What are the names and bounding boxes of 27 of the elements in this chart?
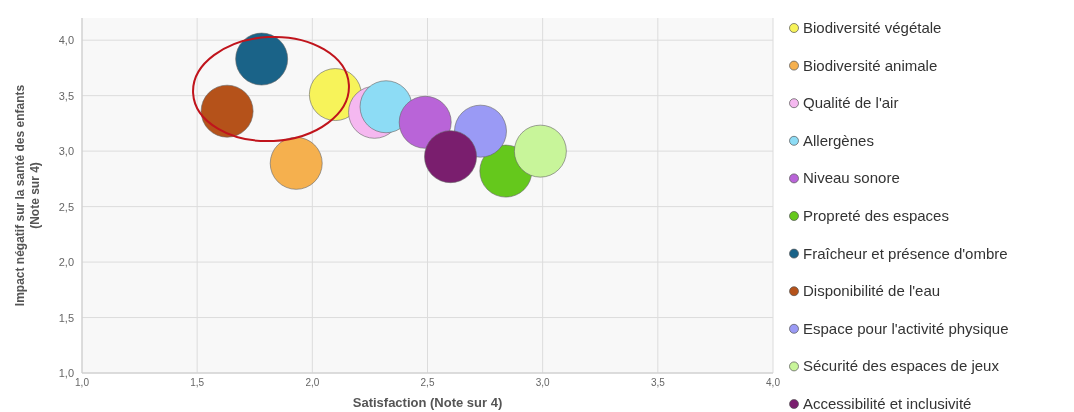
- y-tick-label: 3,5: [58, 89, 74, 102]
- y-axis-title: Impact négatif sur la santé des enfants (Note sur 4): [13, 84, 42, 307]
- y-tick-label: 2,5: [58, 200, 74, 213]
- y-tick-label: 2,0: [58, 256, 74, 269]
- legend-label: Sécurité des espaces de jeux: [803, 357, 1000, 375]
- x-axis-title: Satisfaction (Note sur 4): [352, 395, 503, 410]
- x-tick-label: 4,0: [766, 377, 781, 388]
- x-tick-label: 3,0: [535, 377, 551, 388]
- legend-label: Biodiversité végétale: [803, 19, 942, 36]
- x-tick-label: 2,0: [305, 377, 320, 388]
- legend-label: Disponibilité de l'eau: [803, 282, 941, 300]
- legend-label: Propreté des espaces: [803, 207, 949, 224]
- legend-label: Accessibilité et inclusivité: [803, 395, 972, 412]
- y-tick-label: 1,5: [58, 311, 74, 324]
- legend-label: Allergènes: [803, 131, 874, 149]
- legend-label: Qualité de l'air: [803, 94, 899, 112]
- x-tick-label: 3,5: [650, 377, 666, 388]
- y-tick-label: 1,0: [58, 367, 74, 379]
- x-tick-label: 1,0: [75, 377, 90, 388]
- legend-label: Niveau sonore: [803, 169, 900, 187]
- x-tick-label: 1,5: [190, 377, 205, 388]
- y-tick-label: 3,0: [58, 145, 74, 158]
- legend-label: Espace pour l'activité physique: [803, 319, 1009, 337]
- x-tick-label: 2,5: [420, 377, 435, 388]
- legend-label: Biodiversité animale: [803, 56, 938, 74]
- y-tick-label: 4,0: [58, 34, 74, 47]
- legend-label: Fraîcheur et présence d'ombre: [803, 244, 1008, 262]
